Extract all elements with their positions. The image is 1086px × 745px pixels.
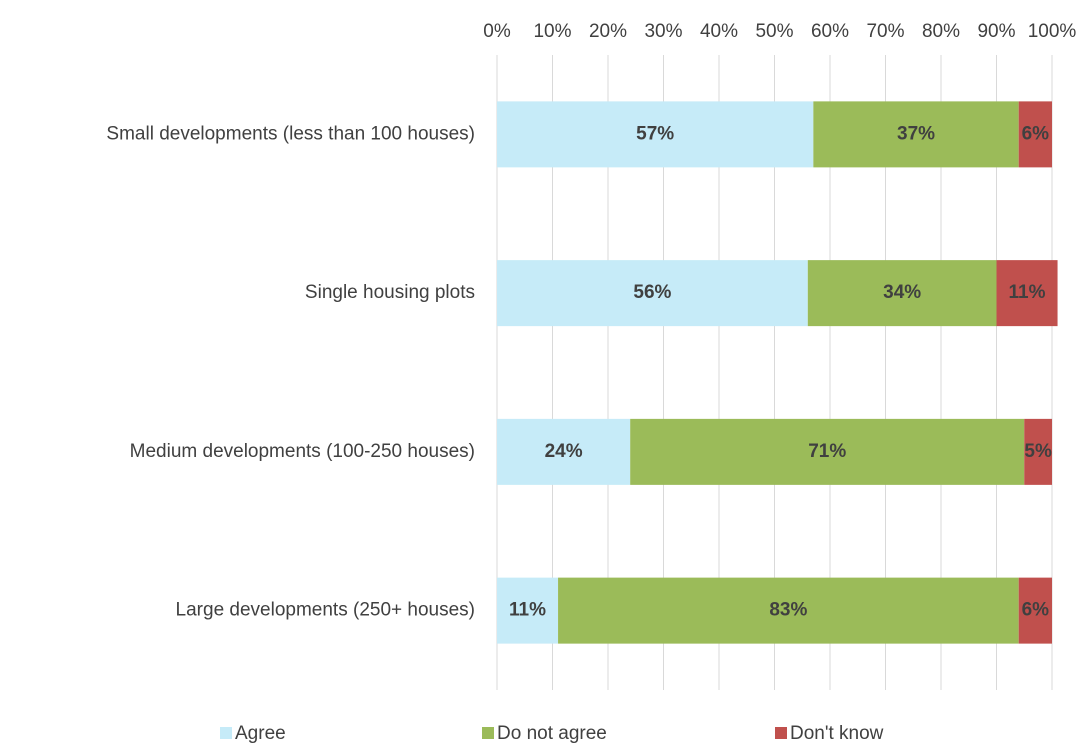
data-label: 34%	[883, 282, 921, 303]
x-tick-label: 50%	[755, 21, 793, 42]
data-label: 71%	[808, 441, 846, 462]
legend-label: Agree	[235, 723, 286, 744]
x-tick-label: 30%	[644, 21, 682, 42]
data-label: 6%	[1022, 600, 1050, 621]
legend-label: Don't know	[790, 723, 884, 744]
x-tick-label: 90%	[977, 21, 1015, 42]
bar-segment	[497, 418, 631, 485]
x-tick-label: 20%	[589, 21, 627, 42]
bar-segment	[558, 577, 1019, 644]
bar-segment	[630, 418, 1025, 485]
x-tick-label: 100%	[1028, 21, 1077, 42]
data-label: 37%	[897, 123, 935, 144]
bar-segment	[813, 101, 1019, 168]
legend-label: Do not agree	[497, 723, 607, 744]
legend-swatch	[775, 727, 787, 739]
category-label: Medium developments (100-250 houses)	[130, 441, 475, 462]
data-label: 56%	[633, 282, 671, 303]
bar-segment	[497, 260, 808, 327]
x-tick-label: 40%	[700, 21, 738, 42]
data-label: 24%	[545, 441, 583, 462]
legend-swatch	[220, 727, 232, 739]
data-label: 6%	[1022, 123, 1050, 144]
bar-segment	[1018, 577, 1052, 644]
x-tick-label: 70%	[866, 21, 904, 42]
x-tick-label: 10%	[533, 21, 571, 42]
data-label: 5%	[1024, 441, 1052, 462]
x-tick-label: 0%	[483, 21, 511, 42]
x-tick-label: 60%	[811, 21, 849, 42]
data-label: 11%	[1009, 282, 1046, 303]
bar-segment	[996, 260, 1058, 327]
data-label: 83%	[769, 600, 807, 621]
data-label: 57%	[636, 123, 674, 144]
x-tick-label: 80%	[922, 21, 960, 42]
bar-segment	[497, 101, 814, 168]
bar-segment	[807, 260, 997, 327]
bar-segment	[497, 577, 559, 644]
bar-segment	[1018, 101, 1052, 168]
bar-segment	[1024, 418, 1052, 485]
data-label: 11%	[509, 600, 546, 621]
category-label: Large developments (250+ houses)	[176, 600, 475, 621]
category-label: Single housing plots	[305, 282, 475, 303]
legend-swatch	[482, 727, 494, 739]
category-label: Small developments (less than 100 houses…	[106, 123, 475, 144]
